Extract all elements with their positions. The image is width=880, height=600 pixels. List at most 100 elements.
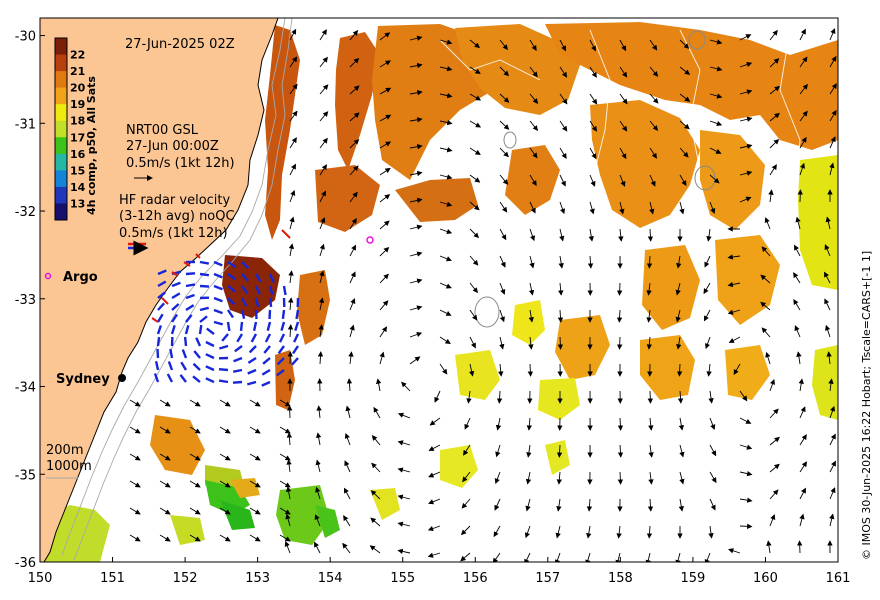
current-arrow <box>439 336 451 344</box>
current-arrow <box>739 62 753 68</box>
current-arrow <box>286 432 293 446</box>
current-arrow <box>314 541 321 554</box>
hf-vector <box>241 261 250 270</box>
current-arrow <box>499 93 510 103</box>
current-arrow <box>279 507 291 515</box>
hf-vector <box>183 336 188 347</box>
current-arrow <box>495 444 501 458</box>
hf-vector <box>156 336 161 347</box>
current-arrow <box>727 254 741 260</box>
hf-vector <box>213 320 224 326</box>
current-arrow <box>829 136 836 149</box>
hf-vector <box>205 340 215 348</box>
current-arrow <box>189 534 201 542</box>
current-arrow <box>589 120 597 132</box>
current-arrow <box>675 552 681 562</box>
current-arrow <box>619 39 627 52</box>
current-arrow <box>727 281 741 288</box>
current-arrow <box>615 552 621 562</box>
argo-legend-marker <box>44 272 52 280</box>
current-arrow <box>319 190 326 203</box>
current-arrow <box>279 480 291 488</box>
hf-vector <box>185 272 196 276</box>
current-arrow <box>499 255 506 268</box>
current-arrow <box>709 66 723 72</box>
current-arrow <box>409 224 423 230</box>
current-arrow <box>829 83 837 95</box>
colorbar-swatch <box>55 87 67 105</box>
current-arrow <box>649 147 657 159</box>
current-arrow <box>616 336 623 350</box>
current-arrow <box>379 114 392 122</box>
x-tick-label: 158 <box>608 571 633 586</box>
current-arrow <box>678 417 685 431</box>
current-arrow <box>829 513 835 527</box>
current-arrow <box>409 278 423 284</box>
hf-vector <box>157 302 165 311</box>
hf-vector <box>198 324 203 335</box>
current-arrow <box>739 470 753 477</box>
current-arrow <box>397 494 411 500</box>
current-arrow <box>529 228 536 242</box>
current-arrow <box>159 426 171 434</box>
current-arrow <box>646 525 653 539</box>
current-arrow <box>379 32 391 41</box>
x-tick-label: 160 <box>753 571 778 586</box>
hf-vector <box>157 291 166 299</box>
current-arrow <box>646 282 652 296</box>
current-arrow <box>288 297 294 311</box>
hf-vector <box>205 377 215 384</box>
current-arrow <box>649 120 659 132</box>
current-arrow <box>468 363 475 377</box>
current-arrow <box>589 39 596 52</box>
hf-vector <box>206 327 215 335</box>
current-arrow <box>289 28 297 41</box>
hf-vector <box>171 313 178 323</box>
current-arrow <box>319 111 329 122</box>
current-arrow <box>739 34 752 41</box>
current-arrow <box>799 162 805 176</box>
current-arrow <box>439 228 453 235</box>
x-tick-label: 159 <box>680 571 705 586</box>
current-arrow <box>409 331 423 338</box>
hf-vector <box>213 260 223 267</box>
current-arrow <box>342 542 351 554</box>
current-arrow <box>829 405 836 419</box>
argo-label: Argo <box>63 270 98 285</box>
current-arrow <box>464 417 471 430</box>
current-arrow <box>493 525 501 538</box>
colorbar-swatch <box>55 170 67 188</box>
current-arrow <box>529 174 537 187</box>
current-arrow <box>379 194 391 203</box>
current-arrow <box>824 244 831 257</box>
current-arrow <box>649 66 659 77</box>
hf-vector <box>254 285 261 295</box>
current-arrow <box>589 93 598 105</box>
current-arrow <box>769 408 779 419</box>
hf-vector <box>266 321 272 332</box>
current-arrow <box>349 324 355 338</box>
current-arrow <box>585 552 591 562</box>
current-arrow <box>829 162 835 176</box>
current-arrow <box>469 147 481 155</box>
current-arrow <box>618 228 624 242</box>
current-arrow <box>159 507 171 515</box>
hf-vector <box>171 292 181 300</box>
current-arrow <box>369 545 381 554</box>
hf-vector <box>293 333 300 343</box>
current-arrow <box>709 93 723 99</box>
current-arrow <box>706 363 712 377</box>
current-arrow <box>739 417 752 424</box>
current-arrow <box>769 378 776 392</box>
hf-vector <box>226 321 231 332</box>
current-arrow <box>528 309 534 323</box>
current-arrow <box>379 351 385 365</box>
current-arrow <box>249 507 261 515</box>
nrt-scale: 0.5m/s (1kt 12h) <box>126 156 235 171</box>
current-arrow <box>559 228 565 242</box>
hf-vector <box>241 273 249 282</box>
hf-vector <box>254 309 258 320</box>
current-arrow <box>706 228 712 242</box>
current-arrow <box>348 351 354 365</box>
current-arrow <box>492 552 501 562</box>
